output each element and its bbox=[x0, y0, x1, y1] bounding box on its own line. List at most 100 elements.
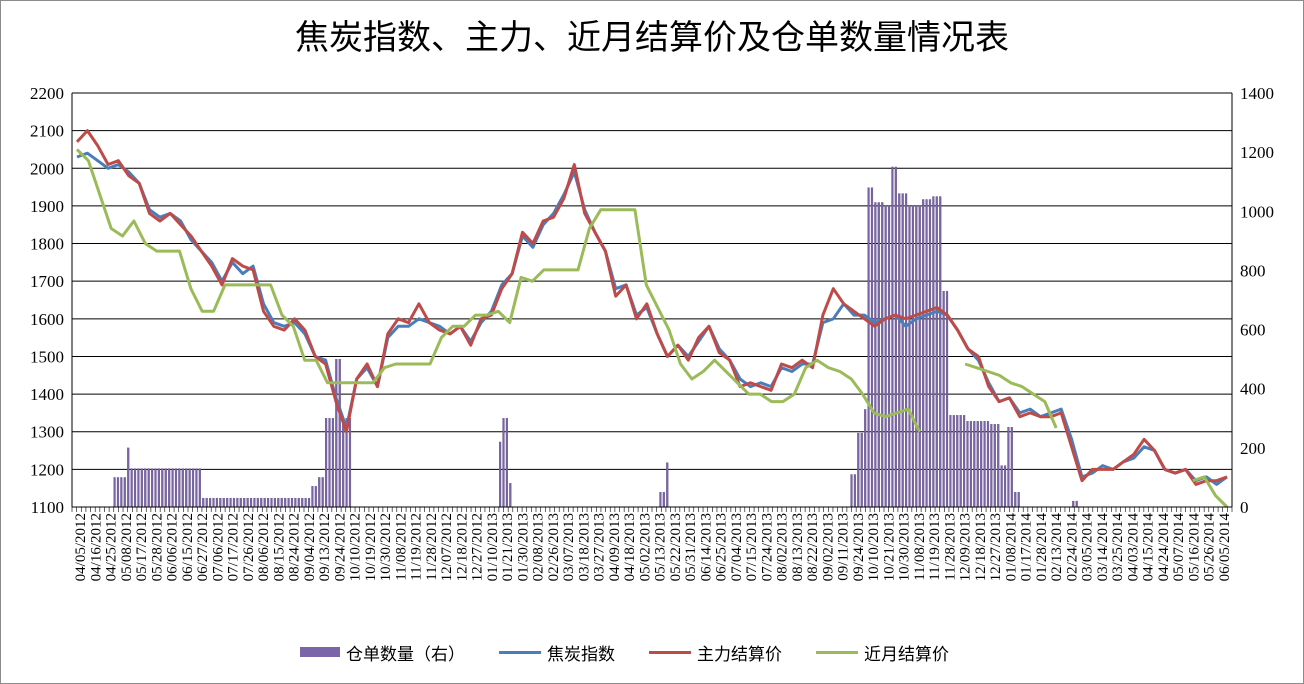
grid-lines bbox=[72, 92, 1232, 508]
x-tick-label: 07/15/2013 bbox=[744, 513, 760, 581]
bar-mark bbox=[662, 492, 665, 508]
bar-mark bbox=[219, 497, 222, 508]
axes: 1100120013001400150016001700180019002000… bbox=[30, 84, 1274, 581]
x-tick-label: 12/18/2012 bbox=[454, 513, 470, 581]
bar-mark bbox=[120, 477, 123, 508]
bar-mark bbox=[874, 202, 877, 508]
x-tick-label: 08/13/2013 bbox=[790, 513, 806, 581]
x-tick-label: 09/13/2012 bbox=[317, 513, 333, 581]
bar-mark bbox=[212, 497, 215, 508]
x-tick-label: 01/10/2013 bbox=[485, 513, 501, 581]
bar-mark bbox=[273, 497, 277, 508]
legend-line-swatch bbox=[649, 650, 691, 654]
y-left-tick-label: 1800 bbox=[30, 235, 64, 254]
legend-bar-swatch bbox=[300, 647, 340, 657]
bar-mark bbox=[884, 205, 887, 508]
x-tick-label: 03/14/2014 bbox=[1095, 513, 1111, 582]
legend-label: 主力结算价 bbox=[697, 644, 782, 665]
x-tick-label: 01/08/2014 bbox=[1003, 513, 1019, 582]
bar-mark bbox=[209, 497, 212, 508]
x-tick-label: 04/25/2012 bbox=[104, 513, 120, 581]
bar-mark bbox=[113, 477, 116, 508]
bar-mark bbox=[659, 492, 662, 508]
bar-mark bbox=[969, 421, 973, 508]
x-tick-label: 05/16/2014 bbox=[1186, 513, 1202, 582]
x-tick-label: 05/28/2012 bbox=[149, 513, 165, 581]
bar-mark bbox=[321, 477, 324, 508]
bar-mark bbox=[127, 447, 130, 508]
x-tick-label: 11/19/2012 bbox=[409, 513, 425, 581]
bar-mark bbox=[116, 477, 120, 508]
bar-mark bbox=[185, 468, 188, 508]
x-tick-label: 06/25/2013 bbox=[714, 513, 730, 581]
x-tick-label: 01/17/2014 bbox=[1019, 513, 1035, 582]
bar-mark bbox=[174, 468, 178, 508]
x-tick-label: 02/13/2014 bbox=[1049, 513, 1065, 582]
bar-mark bbox=[925, 199, 928, 508]
bar-mark bbox=[246, 497, 249, 508]
bar-mark bbox=[263, 497, 266, 508]
bar-mark bbox=[144, 468, 147, 508]
x-tick-label: 11/19/2013 bbox=[927, 513, 943, 581]
x-tick-label: 02/26/2013 bbox=[546, 513, 562, 581]
y-left-tick-label: 1400 bbox=[30, 385, 64, 404]
bar-mark bbox=[918, 205, 921, 508]
bar-mark bbox=[284, 497, 287, 508]
bar-mark bbox=[331, 418, 335, 508]
x-tick-label: 06/14/2013 bbox=[698, 513, 714, 581]
bar-mark bbox=[348, 418, 352, 508]
x-tick-label: 03/27/2013 bbox=[592, 513, 608, 581]
bar-mark bbox=[990, 424, 993, 508]
bar-mark bbox=[939, 196, 942, 508]
x-tick-label: 12/09/2013 bbox=[958, 513, 974, 581]
bar-mark bbox=[164, 468, 167, 508]
x-tick-label: 12/07/2012 bbox=[439, 513, 455, 581]
bar-mark bbox=[949, 415, 952, 508]
x-tick-label: 10/30/2012 bbox=[378, 513, 394, 581]
bar-mark bbox=[294, 497, 297, 508]
y-right-tick-label: 200 bbox=[1240, 439, 1266, 458]
y-left-tick-label: 2100 bbox=[30, 122, 64, 141]
x-tick-label: 03/25/2014 bbox=[1110, 513, 1126, 582]
bar-mark bbox=[499, 441, 502, 508]
x-tick-label: 07/04/2013 bbox=[729, 513, 745, 581]
bar-mark bbox=[932, 196, 935, 508]
x-tick-label: 04/16/2012 bbox=[88, 513, 104, 581]
bar-mark bbox=[325, 418, 328, 508]
bar-mark bbox=[1010, 427, 1013, 508]
bar-mark bbox=[178, 468, 181, 508]
bar-mark bbox=[130, 468, 133, 508]
bar-mark bbox=[894, 166, 897, 508]
y-right-tick-label: 1400 bbox=[1240, 84, 1274, 103]
x-tick-label: 05/17/2012 bbox=[134, 513, 150, 581]
x-tick-label: 05/08/2012 bbox=[119, 513, 135, 581]
bar-mark bbox=[151, 468, 154, 508]
bar-mark bbox=[942, 290, 945, 508]
bar-mark bbox=[898, 193, 901, 508]
bar-mark bbox=[857, 432, 860, 508]
bar-mark bbox=[1014, 492, 1017, 508]
bar-mark bbox=[502, 418, 505, 508]
bar-mark bbox=[195, 468, 198, 508]
x-tick-label: 03/07/2013 bbox=[561, 513, 577, 581]
x-tick-label: 04/18/2013 bbox=[622, 513, 638, 581]
y-right-tick-label: 400 bbox=[1240, 380, 1266, 399]
x-tick-label: 07/17/2012 bbox=[226, 513, 242, 581]
y-left-tick-label: 2000 bbox=[30, 159, 64, 178]
bar-mark bbox=[198, 468, 201, 508]
y-right-tick-label: 1200 bbox=[1240, 143, 1274, 162]
bar-mark bbox=[161, 468, 164, 508]
x-tick-label: 07/26/2012 bbox=[241, 513, 257, 581]
legend-item: 近月结算价 bbox=[816, 640, 949, 665]
bar-mark bbox=[157, 468, 161, 508]
bar-mark bbox=[226, 497, 229, 508]
bar-mark bbox=[980, 421, 983, 508]
bar-mark bbox=[922, 199, 925, 508]
bar-mark bbox=[928, 199, 932, 508]
legend-label: 仓单数量（右） bbox=[346, 644, 465, 665]
bar-mark bbox=[867, 187, 870, 508]
legend-label: 近月结算价 bbox=[864, 644, 949, 665]
bar-mark bbox=[277, 497, 280, 508]
x-tick-label: 04/05/2012 bbox=[73, 513, 89, 581]
